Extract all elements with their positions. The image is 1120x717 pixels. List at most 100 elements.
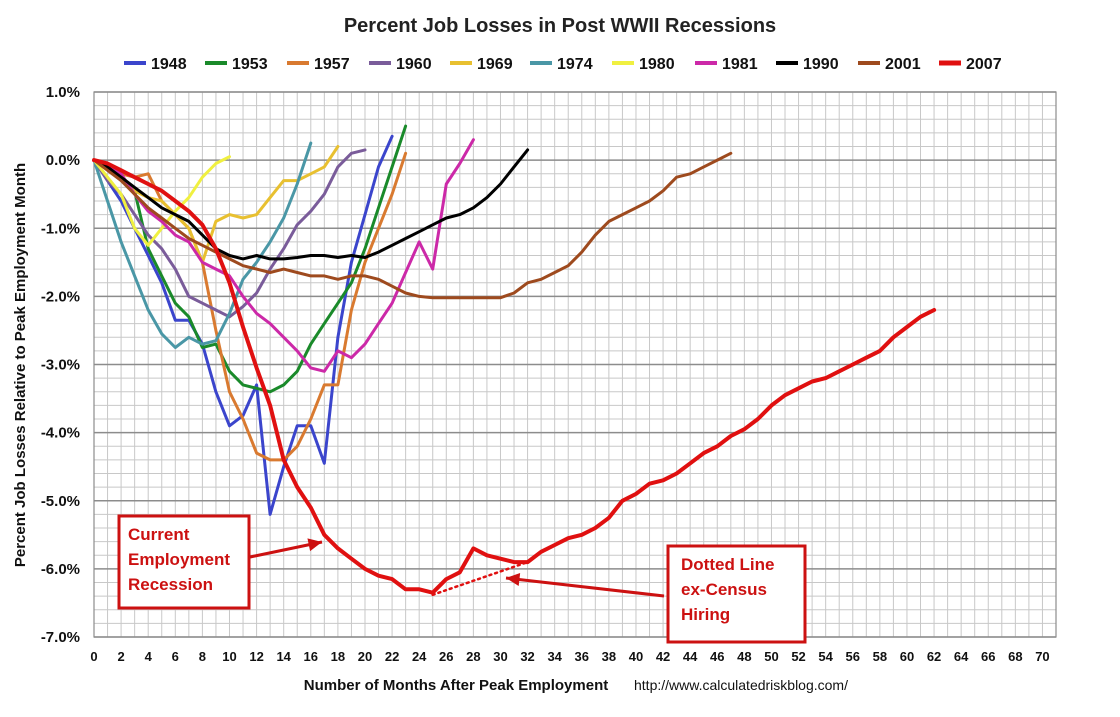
legend-label: 1969 <box>477 56 513 73</box>
annotation-text: ex-Census <box>681 580 767 599</box>
grid <box>93 91 1057 638</box>
legend-item-1953: 1953 <box>205 56 268 73</box>
x-tick-label: 18 <box>331 649 345 664</box>
x-tick-label: 4 <box>145 649 153 664</box>
x-tick-label: 42 <box>656 649 670 664</box>
y-tick-label: -7.0% <box>41 629 80 646</box>
y-tick-label: -5.0% <box>41 493 80 510</box>
y-tick-label: -4.0% <box>41 425 80 442</box>
annotations: Current Employment Recession Dotted Line ex-… <box>117 514 807 644</box>
annotation-text: Hiring <box>681 605 730 624</box>
x-tick-label: 28 <box>466 649 480 664</box>
x-tick-label: 50 <box>764 649 778 664</box>
arrow-head <box>506 573 521 587</box>
series-line-1980 <box>92 155 231 247</box>
annotation-current: Current Employment Recession <box>117 514 251 610</box>
x-tick-label: 32 <box>520 649 534 664</box>
legend-item-1974: 1974 <box>530 56 593 73</box>
x-tick-label: 34 <box>547 649 562 664</box>
legend-item-1980: 1980 <box>612 56 675 73</box>
x-tick-label: 52 <box>791 649 805 664</box>
x-tick-label: 38 <box>602 649 616 664</box>
x-tick-label: 58 <box>873 649 887 664</box>
legend-label: 1953 <box>232 56 268 73</box>
series-line-1974 <box>92 141 313 349</box>
legend-item-1990: 1990 <box>776 56 839 73</box>
x-tick-label: 30 <box>493 649 507 664</box>
legend-label: 1974 <box>557 56 593 73</box>
x-tick-label: 26 <box>439 649 453 664</box>
series-line-1957 <box>92 151 408 462</box>
legend-label: 1957 <box>314 56 350 73</box>
x-tick-label: 10 <box>222 649 236 664</box>
source-label: http://www.calculatedriskblog.com/ <box>634 677 848 693</box>
x-tick-label: 16 <box>304 649 318 664</box>
series-line-1948 <box>92 134 394 516</box>
legend-item-1957: 1957 <box>287 56 350 73</box>
y-axis-label: Percent Job Losses Relative to Peak Empl… <box>12 163 29 567</box>
x-tick-label: 2 <box>117 649 124 664</box>
x-tick-label: 8 <box>199 649 206 664</box>
annotation-dotted: Dotted Line ex-Census Hiring <box>666 544 807 644</box>
series-line-1990 <box>92 148 530 261</box>
legend-item-1981: 1981 <box>695 56 758 73</box>
y-tick-label: 0.0% <box>46 152 80 169</box>
series-line-1960 <box>92 148 367 319</box>
series-line-1981 <box>92 138 475 373</box>
x-tick-label: 36 <box>575 649 589 664</box>
x-tick-label: 6 <box>172 649 179 664</box>
y-tick-label: -1.0% <box>41 220 80 237</box>
legend-label: 1960 <box>396 56 432 73</box>
chart-title: Percent Job Losses in Post WWII Recessio… <box>344 15 776 37</box>
legend-label: 1981 <box>722 56 758 73</box>
legend-item-1948: 1948 <box>124 56 187 73</box>
legend-label: 1980 <box>639 56 675 73</box>
legend-label: 2001 <box>885 56 921 73</box>
y-tick-label: -2.0% <box>41 288 80 305</box>
axes: 1.0% 0.0% -1.0% -2.0% -3.0% -4.0% -5.0% -6.0% -7… <box>41 84 1057 664</box>
legend-label: 1990 <box>803 56 839 73</box>
x-tick-label: 12 <box>249 649 263 664</box>
x-tick-label: 14 <box>276 649 291 664</box>
census-dotted-line <box>431 560 529 597</box>
legend-item-1960: 1960 <box>369 56 432 73</box>
x-tick-label: 70 <box>1035 649 1049 664</box>
annotation-text: Employment <box>128 550 230 569</box>
x-tick-label: 68 <box>1008 649 1022 664</box>
arrow-current <box>249 538 323 559</box>
x-tick-label: 22 <box>385 649 399 664</box>
x-axis-label: Number of Months After Peak Employment <box>304 677 608 694</box>
x-tick-label: 0 <box>90 649 97 664</box>
plot-border <box>93 91 1057 638</box>
x-tick-label: 46 <box>710 649 724 664</box>
series-layer <box>92 124 937 597</box>
x-tick-label: 54 <box>818 649 833 664</box>
x-tick-label: 20 <box>358 649 372 664</box>
x-tick-label: 60 <box>900 649 914 664</box>
x-tick-label: 24 <box>412 649 427 664</box>
legend-item-1969: 1969 <box>450 56 513 73</box>
x-tick-label: 66 <box>981 649 995 664</box>
x-tick-label: 48 <box>737 649 751 664</box>
legend: 1948 1953 1957 1960 1969 1974 1980 1981 1990 2001… <box>124 56 1002 73</box>
annotation-text: Recession <box>128 575 213 594</box>
x-tick-label: 56 <box>846 649 860 664</box>
x-tick-label: 62 <box>927 649 941 664</box>
annotation-box <box>117 514 251 610</box>
arrow-head <box>307 538 322 552</box>
annotation-box <box>666 544 807 644</box>
x-tick-label: 44 <box>683 649 698 664</box>
x-tick-label: 64 <box>954 649 969 664</box>
legend-label: 1948 <box>151 56 187 73</box>
y-tick-label: -3.0% <box>41 357 80 374</box>
legend-item-2007: 2007 <box>939 56 1002 73</box>
arrow-dotted <box>505 573 665 598</box>
annotation-text: Current <box>128 525 190 544</box>
legend-label: 2007 <box>966 56 1002 73</box>
x-tick-label: 40 <box>629 649 643 664</box>
arrow-shaft <box>505 576 665 598</box>
series-line-2001 <box>92 151 733 300</box>
series-line-2007 <box>92 158 937 595</box>
